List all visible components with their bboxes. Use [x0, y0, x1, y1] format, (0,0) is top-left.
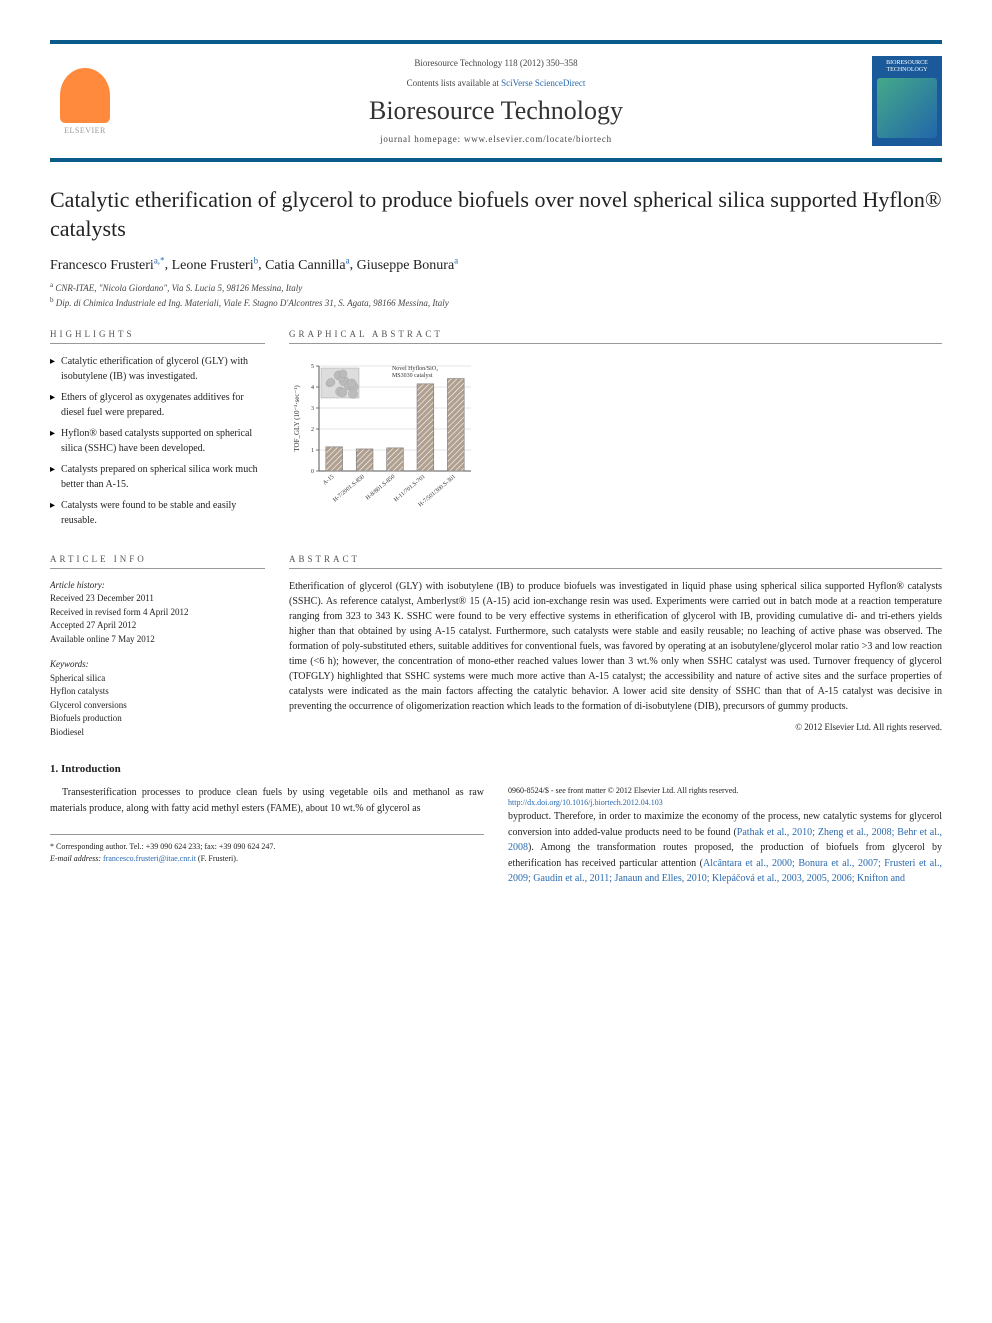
- triangle-icon: ▸: [50, 390, 55, 420]
- author-affil-marker: a: [346, 255, 350, 265]
- svg-text:H-11/701.S-701: H-11/701.S-701: [393, 474, 426, 503]
- author: Catia Cannillaa: [265, 258, 349, 273]
- graphical-abstract-chart: 0 1 2 3 4 5 TOF_GLY (10⁻³·sec⁻¹) A-15H-7/2001.S…: [289, 354, 479, 509]
- highlight-item: ▸Ethers of glycerol as oxygenates additi…: [50, 390, 265, 420]
- article-title: Catalytic etherification of glycerol to …: [50, 186, 942, 243]
- journal-name: Bioresource Technology: [136, 96, 856, 126]
- corresponding-author-footnote: * Corresponding author. Tel.: +39 090 62…: [50, 834, 484, 865]
- svg-text:H-7/2001.S-850: H-7/2001.S-850: [332, 474, 366, 504]
- highlight-item: ▸Hyflon® based catalysts supported on sp…: [50, 426, 265, 456]
- email-suffix: (F. Frusteri).: [198, 854, 238, 863]
- copyright-line: © 2012 Elsevier Ltd. All rights reserved…: [289, 722, 942, 732]
- author: Francesco Frusteria,*: [50, 258, 165, 273]
- svg-text:1: 1: [311, 448, 314, 454]
- abstract-text: Etherification of glycerol (GLY) with is…: [289, 579, 942, 714]
- doi-link[interactable]: http://dx.doi.org/10.1016/j.biortech.201…: [508, 797, 942, 809]
- keyword: Biodiesel: [50, 726, 265, 740]
- svg-text:3: 3: [311, 406, 314, 412]
- history-line: Received 23 December 2011: [50, 592, 265, 606]
- svg-text:0: 0: [311, 469, 314, 475]
- history-line: Available online 7 May 2012: [50, 633, 265, 647]
- contents-available: Contents lists available at SciVerse Sci…: [136, 78, 856, 88]
- publisher-logo: ELSEVIER: [50, 61, 120, 141]
- svg-text:2: 2: [311, 427, 314, 433]
- highlight-item: ▸Catalytic etherification of glycerol (G…: [50, 354, 265, 384]
- highlight-text: Ethers of glycerol as oxygenates additiv…: [61, 390, 265, 420]
- article-history-label: Article history:: [50, 579, 265, 593]
- highlights-list: ▸Catalytic etherification of glycerol (G…: [50, 354, 265, 528]
- author-affil-marker: a: [454, 255, 458, 265]
- journal-header: ELSEVIER Bioresource Technology 118 (201…: [50, 40, 942, 162]
- svg-text:Novel Hyflon/SiO₂: Novel Hyflon/SiO₂: [392, 365, 438, 372]
- svg-text:MS3030 catalyst: MS3030 catalyst: [392, 373, 433, 379]
- sciverse-link[interactable]: SciVerse ScienceDirect: [501, 78, 585, 88]
- triangle-icon: ▸: [50, 426, 55, 456]
- highlight-text: Hyflon® based catalysts supported on sph…: [61, 426, 265, 456]
- homepage-url[interactable]: www.elsevier.com/locate/biortech: [464, 134, 612, 144]
- keywords-block: Keywords: Spherical silicaHyflon catalys…: [50, 658, 265, 739]
- publisher-name: ELSEVIER: [64, 126, 106, 135]
- abstract-heading: ABSTRACT: [289, 554, 942, 569]
- affiliation: b Dip. di Chimica Industriale ed Ing. Ma…: [50, 295, 942, 311]
- introduction-heading: 1. Introduction: [50, 763, 942, 775]
- svg-text:4: 4: [311, 385, 314, 391]
- highlight-text: Catalysts were found to be stable and ea…: [61, 498, 265, 528]
- introduction-body: Transesterification processes to produce…: [50, 785, 942, 887]
- intro-para-1: Transesterification processes to produce…: [50, 785, 484, 816]
- author-affil-marker: b: [254, 255, 259, 265]
- svg-text:H-8/801.S-850: H-8/801.S-850: [365, 474, 396, 502]
- cover-title: BIORESOURCE TECHNOLOGY: [876, 60, 938, 74]
- homepage-prefix: journal homepage:: [380, 134, 464, 144]
- triangle-icon: ▸: [50, 354, 55, 384]
- article-history: Article history: Received 23 December 20…: [50, 579, 265, 647]
- journal-cover: BIORESOURCE TECHNOLOGY: [872, 56, 942, 146]
- journal-reference: Bioresource Technology 118 (2012) 350–35…: [136, 58, 856, 68]
- history-line: Accepted 27 April 2012: [50, 619, 265, 633]
- contents-prefix: Contents lists available at: [407, 78, 501, 88]
- keyword: Biofuels production: [50, 712, 265, 726]
- highlight-text: Catalysts prepared on spherical silica w…: [61, 462, 265, 492]
- author: Leone Frusterib: [172, 258, 259, 273]
- highlight-text: Catalytic etherification of glycerol (GL…: [61, 354, 265, 384]
- highlight-item: ▸Catalysts prepared on spherical silica …: [50, 462, 265, 492]
- svg-text:5: 5: [311, 364, 314, 370]
- journal-homepage: journal homepage: www.elsevier.com/locat…: [136, 134, 856, 144]
- highlights-heading: HIGHLIGHTS: [50, 329, 265, 344]
- affiliations: a CNR-ITAE, "Nicola Giordano", Via S. Lu…: [50, 280, 942, 311]
- history-line: Received in revised form 4 April 2012: [50, 606, 265, 620]
- email-label: E-mail address:: [50, 854, 101, 863]
- keyword: Spherical silica: [50, 672, 265, 686]
- front-matter-line: 0960-8524/$ - see front matter © 2012 El…: [508, 785, 942, 797]
- affiliation: a CNR-ITAE, "Nicola Giordano", Via S. Lu…: [50, 280, 942, 296]
- triangle-icon: ▸: [50, 462, 55, 492]
- graphical-abstract-heading: GRAPHICAL ABSTRACT: [289, 329, 942, 344]
- article-info-heading: ARTICLE INFO: [50, 554, 265, 569]
- highlight-item: ▸Catalysts were found to be stable and e…: [50, 498, 265, 528]
- author-list: Francesco Frusteria,*, Leone Frusterib, …: [50, 255, 942, 274]
- keyword: Glycerol conversions: [50, 699, 265, 713]
- doi-block: 0960-8524/$ - see front matter © 2012 El…: [508, 785, 942, 809]
- keywords-label: Keywords:: [50, 658, 265, 672]
- keyword: Hyflon catalysts: [50, 685, 265, 699]
- author: Giuseppe Bonuraa: [357, 258, 459, 273]
- intro-para-2: byproduct. Therefore, in order to maximi…: [508, 809, 942, 887]
- author-affil-marker: a,*: [154, 255, 165, 265]
- svg-text:TOF_GLY (10⁻³·sec⁻¹): TOF_GLY (10⁻³·sec⁻¹): [293, 385, 301, 452]
- corr-author-email[interactable]: francesco.frusteri@itae.cnr.it: [103, 854, 196, 863]
- corr-author-line: * Corresponding author. Tel.: +39 090 62…: [50, 841, 484, 853]
- triangle-icon: ▸: [50, 498, 55, 528]
- svg-text:A-15: A-15: [322, 474, 335, 487]
